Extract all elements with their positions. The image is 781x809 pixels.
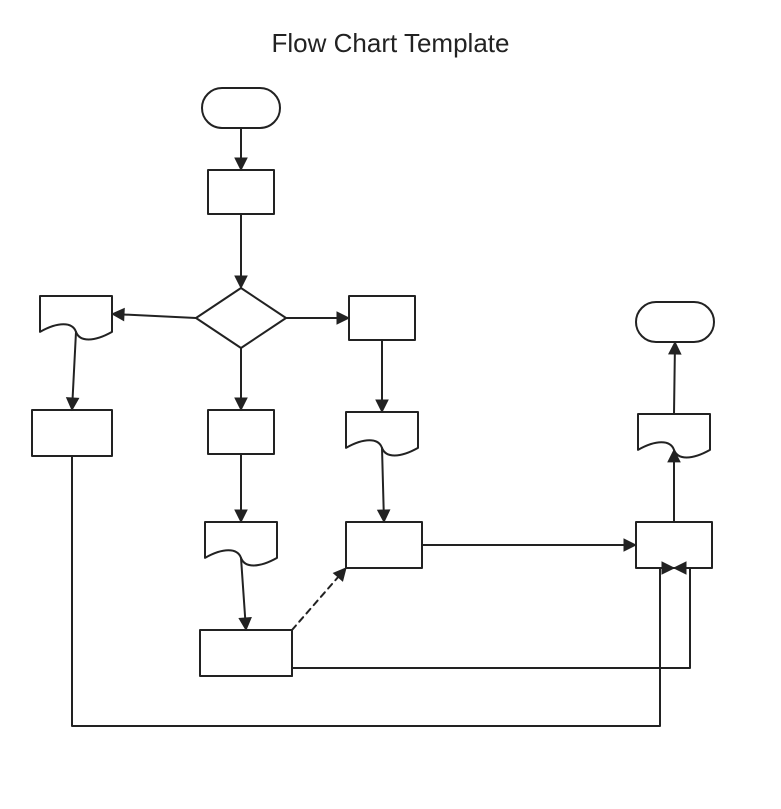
edge-doc_r2-p_r3 xyxy=(382,448,384,511)
arrowhead xyxy=(235,158,247,170)
node-end xyxy=(636,302,714,342)
arrowhead xyxy=(239,618,251,630)
arrowhead xyxy=(235,510,247,522)
edge-p_m4-p_r3 xyxy=(292,576,339,630)
arrowhead xyxy=(669,342,681,354)
arrowhead xyxy=(235,398,247,410)
arrowhead xyxy=(235,276,247,288)
edge-p_l2-p_far xyxy=(72,456,663,726)
edge-dec-doc_l1 xyxy=(123,314,196,318)
edge-doc_l1-p_l2 xyxy=(73,332,76,399)
node-p_l2 xyxy=(32,410,112,456)
node-p_m4 xyxy=(200,630,292,676)
page-title: Flow Chart Template xyxy=(0,28,781,59)
edge-doc_m3-p_m4 xyxy=(241,558,245,619)
arrowhead xyxy=(112,309,124,321)
node-start xyxy=(202,88,280,128)
flowchart-canvas: Flow Chart Template xyxy=(0,0,781,809)
edge-p_m4-p_far xyxy=(292,568,690,676)
node-p_r3 xyxy=(346,522,422,568)
arrowhead xyxy=(337,312,349,324)
node-p1 xyxy=(208,170,274,214)
node-dec xyxy=(196,288,286,348)
arrowhead xyxy=(624,539,636,551)
edge-doc_far-end xyxy=(674,353,675,414)
node-p_m2 xyxy=(208,410,274,454)
node-p_far xyxy=(636,522,712,568)
arrowhead xyxy=(376,400,388,412)
node-p_r1 xyxy=(349,296,415,340)
flowchart-svg xyxy=(0,0,781,809)
arrowhead xyxy=(378,510,390,522)
arrowhead xyxy=(67,398,79,410)
